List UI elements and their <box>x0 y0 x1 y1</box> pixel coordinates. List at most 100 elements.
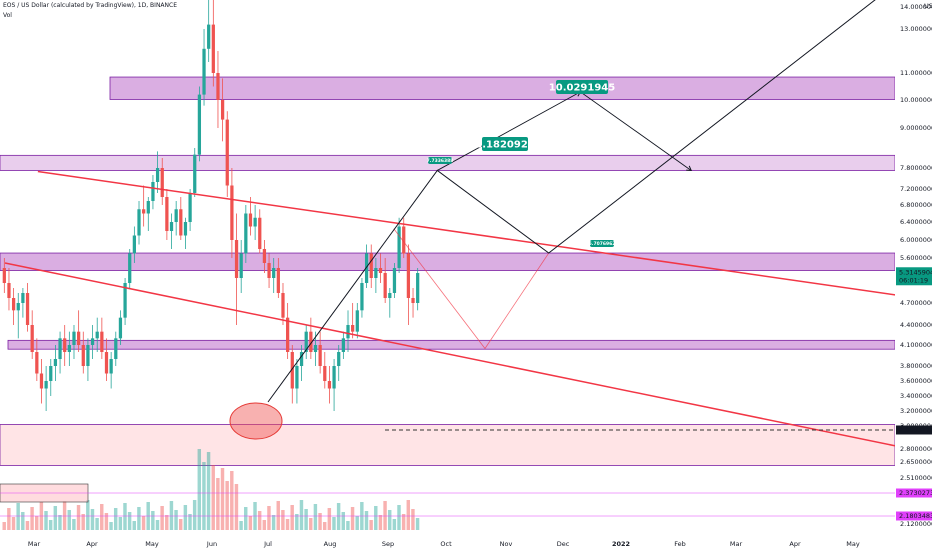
symbol-title: EOS / US Dollar (calculated by TradingVi… <box>3 2 178 9</box>
volume-bar <box>202 462 206 530</box>
channel-line-1[interactable] <box>4 262 900 448</box>
candle-body <box>53 359 58 366</box>
volume-bar <box>109 522 113 530</box>
candle-body <box>351 325 355 332</box>
volume-bar <box>174 510 178 530</box>
volume-bar <box>401 514 406 530</box>
price-axis-tick: 7.2000000 <box>900 185 932 193</box>
candle-body <box>81 345 85 366</box>
candle-body <box>369 253 373 278</box>
candle-body <box>262 249 267 263</box>
candle-body <box>169 222 174 231</box>
volume-bar <box>100 504 104 530</box>
candle-body <box>397 226 401 268</box>
candle-body <box>123 283 127 318</box>
candle-body <box>58 338 62 359</box>
candle-body <box>179 209 183 236</box>
small-label-2-text: 5.7076962 <box>589 241 616 247</box>
volume-bar <box>234 484 239 530</box>
volume-bar <box>211 465 215 530</box>
bullish-projection-path[interactable] <box>267 0 888 403</box>
price-axis-tick: 14.0000000 <box>900 3 932 11</box>
volume-bar <box>406 500 411 530</box>
candle-body <box>95 331 99 339</box>
candle-body <box>355 310 359 332</box>
candle-body <box>72 331 76 345</box>
candle-body <box>146 201 150 214</box>
volume-bar <box>364 511 369 530</box>
volume-bar <box>355 516 359 530</box>
candle-body <box>383 273 387 298</box>
time-axis-tick: Apr <box>789 540 801 548</box>
volume-bar <box>281 510 285 530</box>
candle-body <box>183 222 188 236</box>
zone-resistance-0[interactable] <box>109 76 896 100</box>
candle-body <box>374 268 378 278</box>
volume-bar <box>30 507 34 530</box>
time-axis-tick: 2022 <box>612 540 630 548</box>
volume-bar <box>220 468 225 530</box>
volume-tag-b-bg <box>896 511 932 521</box>
volume-bar <box>346 521 350 530</box>
candle-body <box>104 352 109 374</box>
candle-body <box>267 263 271 278</box>
volume-bar <box>16 503 20 530</box>
candle-body <box>39 373 44 389</box>
price-axis-tick: 6.8000000 <box>900 201 932 209</box>
candle-body <box>86 345 90 366</box>
candle-body <box>378 268 383 273</box>
volume-bar <box>318 513 322 530</box>
price-axis-tick: 6.0000000 <box>900 236 932 244</box>
candle-body <box>364 253 369 283</box>
time-axis-tick: Nov <box>500 540 513 548</box>
volume-bar <box>350 507 355 530</box>
candle-body <box>258 217 262 249</box>
candle-body <box>21 293 25 303</box>
candle-body <box>155 168 160 182</box>
candle-body <box>299 352 304 366</box>
candle-body <box>392 268 397 293</box>
highlight-ellipse[interactable] <box>229 402 283 440</box>
candle-body <box>272 268 276 278</box>
volume-bar <box>387 510 392 530</box>
volume-tag-a: 2.3730273 <box>899 489 932 497</box>
target-label-1[interactable]: 8.1820925 <box>475 137 535 151</box>
zone-support-4[interactable] <box>0 424 896 466</box>
volume-bar <box>230 471 234 530</box>
candle-body <box>67 345 71 352</box>
volume-bar <box>374 506 378 530</box>
candle-body <box>118 317 123 339</box>
time-axis-tick: Oct <box>440 540 452 548</box>
time-axis-tick: Jun <box>206 540 217 548</box>
volume-bar <box>299 500 304 530</box>
target-label-2[interactable]: 10.0291945 <box>549 80 615 94</box>
price-axis-tick: 3.4000000 <box>900 392 932 400</box>
price-axis-tick: 2.5100000 <box>900 474 932 482</box>
candle-body <box>77 331 81 345</box>
zone-support-3[interactable] <box>7 339 896 350</box>
bearish-projection-path[interactable] <box>393 228 550 350</box>
volume-bar <box>285 519 290 530</box>
volume-bar <box>165 515 169 530</box>
price-axis-tick: 10.0000000 <box>900 96 932 104</box>
time-axis-tick: Mar <box>28 540 41 548</box>
small-label-1[interactable]: 7.7336388 <box>427 157 454 164</box>
candle-body <box>207 24 211 49</box>
price-axis-tick: 9.0000000 <box>900 124 932 132</box>
volume-bar <box>192 500 197 530</box>
volume-bar <box>262 520 267 530</box>
volume-bar <box>271 515 276 530</box>
candle-body <box>11 298 16 311</box>
candle-body <box>239 253 243 278</box>
small-label-1-bg <box>428 157 452 164</box>
candle-body <box>174 209 178 222</box>
candle-body <box>132 235 136 254</box>
price-axis-tick: 13.0000000 <box>900 25 932 33</box>
small-label-2[interactable]: 5.7076962 <box>589 240 616 247</box>
target-label-2-bg <box>556 80 608 94</box>
volume-bar <box>104 513 109 530</box>
channel-line-0[interactable] <box>37 170 900 297</box>
volume-bar <box>341 512 345 530</box>
